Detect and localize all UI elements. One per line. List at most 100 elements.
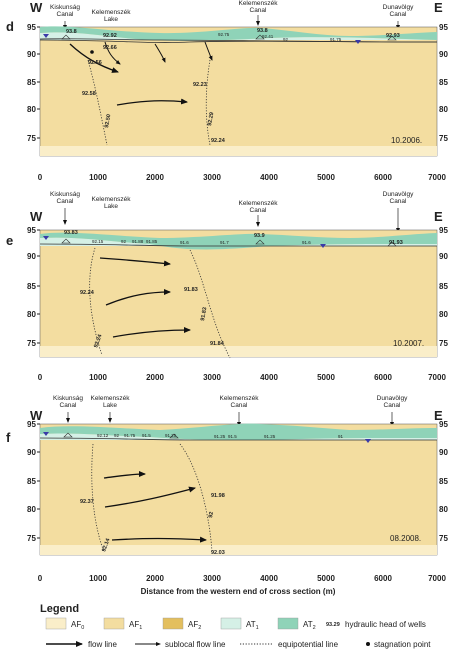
well-head: 92.92 (103, 33, 117, 39)
x-axis: 0 1000 2000 3000 4000 5000 6000 7000 (38, 173, 447, 182)
x-tick: 0 (38, 574, 43, 583)
legend-equipotential-label: equipotential line (278, 640, 339, 649)
well-head: 92.24 (211, 138, 226, 144)
y-tick-right: 80 (439, 505, 448, 514)
equipotential-line (91, 443, 105, 553)
y-tick: 90 (27, 50, 36, 59)
x-tick: 3000 (203, 173, 221, 182)
panel-date: 10.2007. (393, 339, 424, 348)
flow-line (116, 98, 188, 106)
surface-head: 91.75 (330, 37, 342, 42)
surface-head: 91.6 (180, 240, 189, 245)
x-axis: 0 1000 2000 3000 4000 5000 6000 7000 (38, 373, 447, 382)
well-head: 92.37 (80, 499, 94, 505)
well-head: 92.24 (80, 290, 95, 296)
water-level-icon (355, 40, 361, 44)
surface-head: 92.41 (262, 34, 274, 39)
flow-line (111, 536, 207, 543)
well-head: 92.50 (104, 114, 112, 129)
y-tick: 75 (27, 534, 36, 543)
y-tick: 95 (27, 226, 36, 235)
x-tick: 5000 (317, 173, 335, 182)
well-head: 92 (208, 511, 215, 518)
flow-line (69, 43, 119, 73)
well-head: 93.83 (64, 230, 78, 236)
flow-line (99, 257, 171, 267)
water-level-icon (365, 439, 371, 443)
kelemenszek-lake-label: Kelemenszék Lake (91, 196, 131, 210)
legend: Legend AF0 AF1 AF2 AT1 AT2 93.29 hydraul… (40, 603, 431, 649)
y-tick-right: 90 (439, 252, 448, 261)
y-tick: 90 (27, 448, 36, 457)
flow-line (105, 289, 171, 306)
surface-head: 92 (283, 37, 289, 42)
x-tick: 4000 (260, 173, 278, 182)
x-tick: 2000 (146, 173, 164, 182)
y-tick: 85 (27, 78, 36, 87)
well-head: 92.14 (101, 537, 112, 553)
surface-head: 92.12 (97, 433, 109, 438)
surface-head: 91.88 (132, 239, 144, 244)
y-tick: 95 (27, 23, 36, 32)
surface-head: 91.25 (214, 434, 226, 439)
dunavolgy-canal-label: Dunavölgy Canal (377, 395, 408, 409)
y-tick-right: 85 (439, 78, 448, 87)
af1-layer (39, 26, 438, 157)
x-tick: 2000 (146, 373, 164, 382)
x-tick: 2000 (146, 574, 164, 583)
panel-date: 10.2006. (391, 136, 422, 145)
x-tick: 3000 (203, 574, 221, 583)
legend-sublocal-flow-label: sublocal flow line (165, 640, 226, 649)
well-head: 93.8 (66, 29, 77, 35)
x-tick: 3000 (203, 373, 221, 382)
y-tick-right: 85 (439, 282, 448, 291)
well-head: 92.56 (88, 60, 102, 66)
well-head: 91.93 (389, 240, 403, 246)
y-axis: 95 90 85 80 75 95 90 85 80 75 (27, 420, 448, 543)
surface-head: 92 (121, 239, 127, 244)
well-head: 91.83 (184, 287, 198, 293)
y-tick: 80 (27, 505, 36, 514)
y-tick-right: 75 (439, 534, 448, 543)
well-head: 93.8 (257, 28, 268, 34)
surface-head: 91.25 (264, 434, 276, 439)
at2-layer (40, 26, 437, 41)
well-head: 91.84 (210, 341, 225, 347)
y-tick-right: 85 (439, 477, 448, 486)
legend-swatch-at2 (277, 617, 299, 630)
dunavolgy-canal-label: Dunavölgy Canal (383, 191, 414, 205)
water-table (39, 243, 437, 247)
x-tick: 1000 (89, 173, 107, 182)
surface-head: 91.5 (228, 434, 237, 439)
at1-layer (40, 433, 437, 440)
y-axis: 95 90 85 80 75 95 90 85 80 75 (27, 23, 448, 143)
panel-letter: e (6, 233, 13, 248)
well-head: 92.66 (103, 45, 117, 51)
surface-head: 92.75 (218, 32, 230, 37)
y-tick: 95 (27, 420, 36, 429)
panel-e: e W E Kiskunság Canal Kelemenszék Lake Kel… (6, 191, 448, 382)
surface-head: 91.5 (142, 433, 151, 438)
surface-head: 91.7 (220, 240, 229, 245)
surface-head: 91.25 (165, 433, 177, 438)
kelemenszek-lake-label: Kelemenszék Lake (91, 9, 131, 23)
equipotential-line (189, 249, 231, 359)
legend-swatch-af0 (45, 617, 67, 630)
sublocal-flow-line (104, 41, 121, 65)
af1-layer (39, 229, 438, 358)
water-table (39, 437, 437, 441)
af0-layer (40, 346, 437, 357)
well-head: 92.58 (82, 91, 96, 97)
kelemenszek-canal-label: Kelemenszék Canal (238, 200, 278, 214)
west-label: W (30, 0, 43, 15)
x-tick: 0 (38, 373, 43, 382)
y-tick: 80 (27, 310, 36, 319)
y-tick: 90 (27, 252, 36, 261)
kiskunsag-canal-label: Kiskunság Canal (53, 395, 83, 409)
legend-stagnation-icon (366, 642, 370, 646)
east-label: E (434, 408, 443, 423)
well-head: 92.23 (193, 82, 207, 88)
stagnation-point (90, 50, 94, 54)
legend-title: Legend (40, 603, 79, 615)
well-head: 92.93 (386, 33, 400, 39)
